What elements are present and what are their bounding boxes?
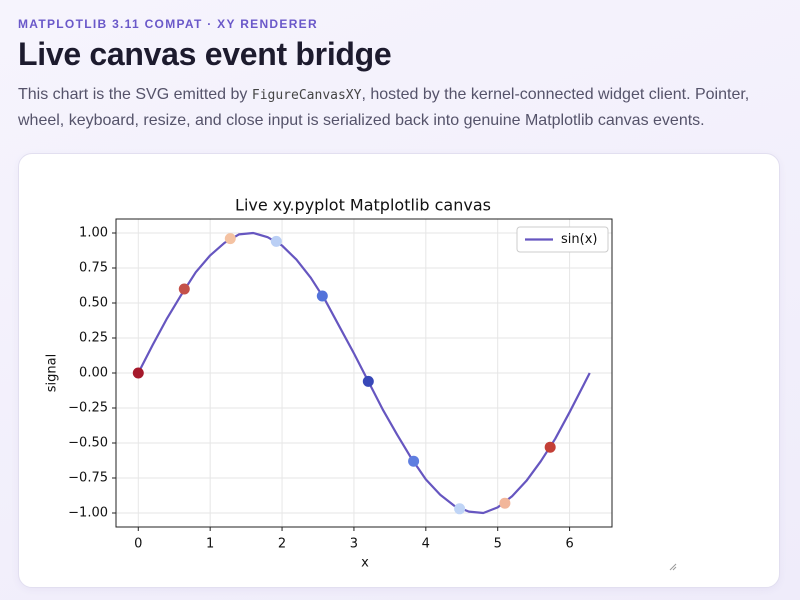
point bbox=[132, 367, 144, 379]
point bbox=[224, 233, 236, 245]
resize-handle[interactable] bbox=[669, 563, 677, 571]
legend-label: sin(x) bbox=[561, 232, 597, 247]
y-tick-label: 0.00 bbox=[79, 366, 108, 381]
point bbox=[454, 503, 466, 515]
y-tick-label: 0.25 bbox=[79, 331, 108, 346]
x-tick-label: 6 bbox=[565, 537, 573, 552]
point bbox=[499, 497, 511, 509]
y-tick-label: −0.25 bbox=[68, 401, 108, 416]
x-tick-label: 0 bbox=[134, 537, 142, 552]
x-tick-label: 2 bbox=[278, 537, 286, 552]
description-text: , hosted by the kernel-connected widget … bbox=[18, 86, 750, 129]
x-axis-label: x bbox=[361, 556, 369, 571]
page-title: Live canvas event bridge bbox=[18, 36, 392, 72]
description: This chart is the SVG emitted by FigureC… bbox=[18, 82, 788, 133]
y-tick-label: 0.50 bbox=[79, 296, 108, 311]
chart-title: Live xy.pyplot Matplotlib canvas bbox=[235, 196, 491, 215]
legend-box bbox=[516, 226, 609, 253]
point bbox=[270, 235, 282, 247]
y-tick-label: −0.50 bbox=[68, 436, 108, 451]
y-tick-label: 0.75 bbox=[79, 261, 108, 276]
y-tick-label: −1.00 bbox=[68, 506, 108, 521]
y-axis-label: signal bbox=[45, 354, 60, 392]
x-tick-label: 5 bbox=[494, 537, 502, 552]
description-text: This chart is the SVG emitted by bbox=[18, 86, 252, 103]
point bbox=[544, 441, 556, 453]
x-tick-label: 1 bbox=[206, 537, 214, 552]
point bbox=[362, 375, 374, 387]
point bbox=[316, 290, 328, 302]
plot-frame bbox=[115, 218, 613, 528]
eyebrow: MATPLOTLIB 3.11 COMPAT · XY RENDERER bbox=[18, 17, 318, 31]
x-tick-label: 3 bbox=[350, 537, 358, 552]
code: FigureCanvasXY bbox=[251, 88, 362, 103]
y-tick-label: 1.00 bbox=[79, 226, 108, 241]
y-tick-label: −0.75 bbox=[68, 471, 108, 486]
x-tick-label: 4 bbox=[422, 537, 430, 552]
point bbox=[178, 283, 190, 295]
point bbox=[408, 455, 420, 467]
